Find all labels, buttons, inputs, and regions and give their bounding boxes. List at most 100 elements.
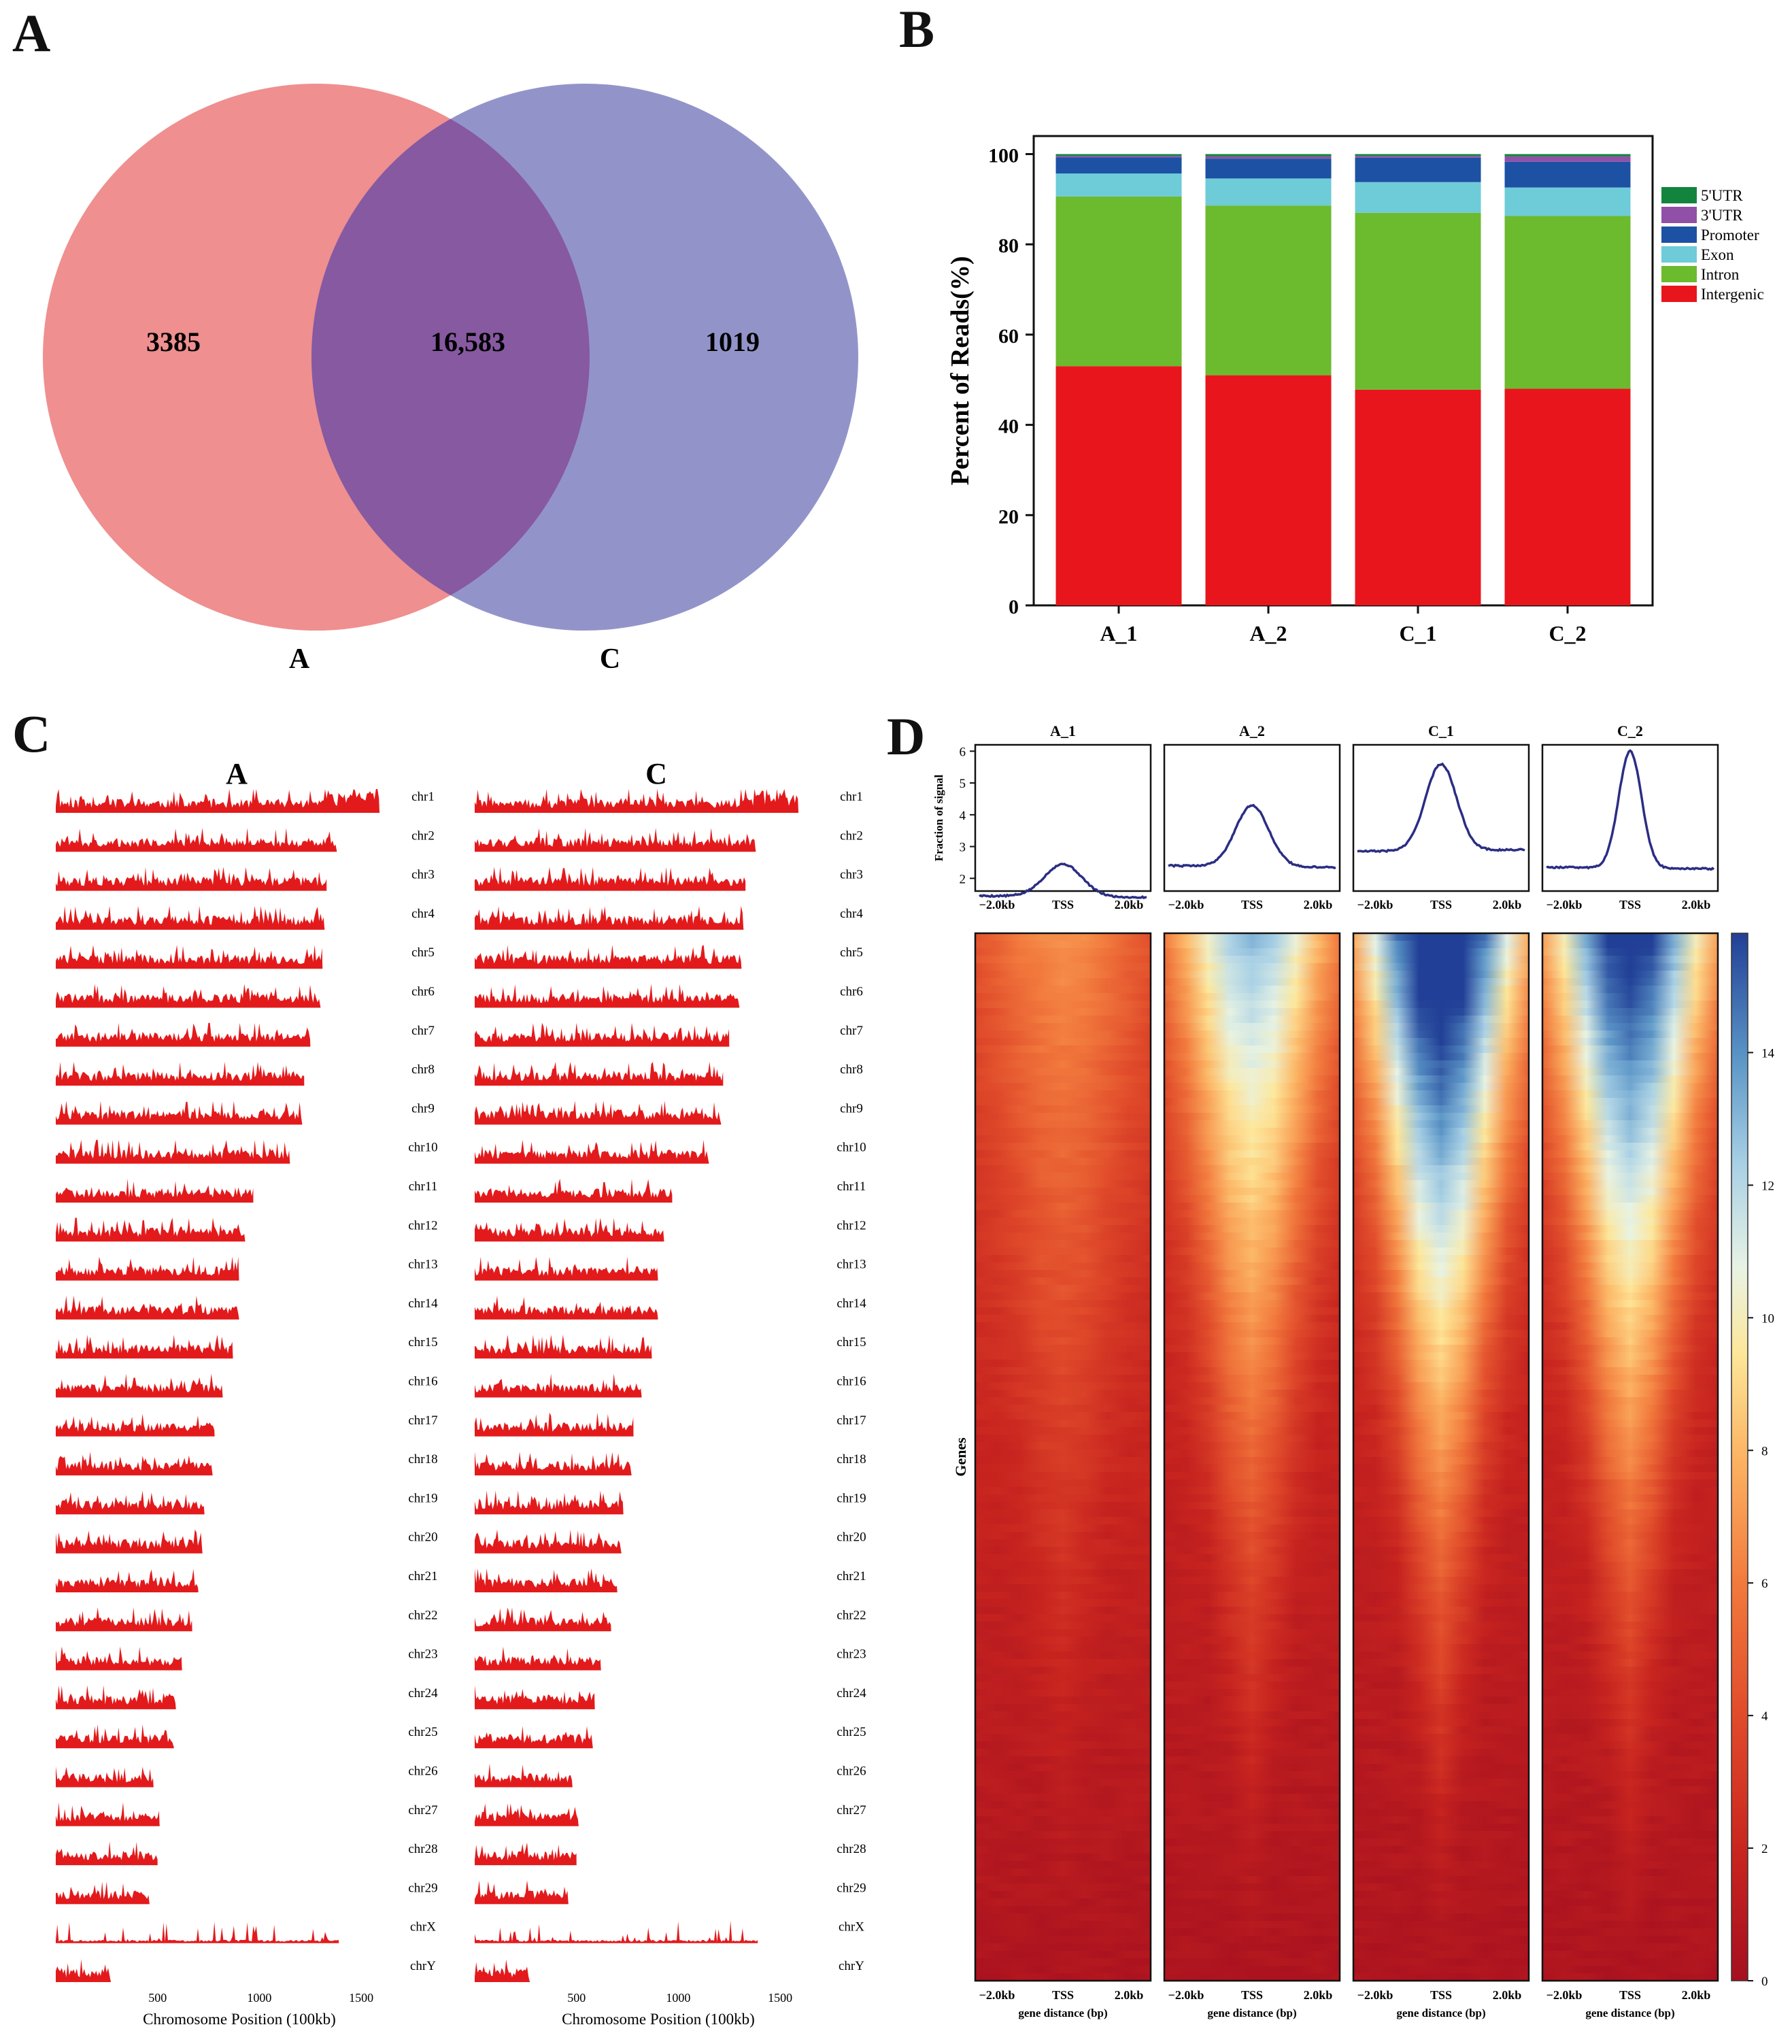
density-track-chr2-a [56, 828, 337, 852]
chromosome-label: chr28 [408, 1842, 437, 1856]
density-track-chr16-a [56, 1373, 223, 1397]
density-track-chrX-a [56, 1922, 339, 1943]
density-track-chr27-c [475, 1803, 579, 1826]
bar-segment-intron [1205, 205, 1332, 375]
y-tick-label: 60 [998, 325, 1019, 348]
density-track-chr26-a [56, 1766, 154, 1787]
venn-overlap [311, 84, 590, 631]
bar-plot-frame [1032, 135, 1654, 607]
venn-diagram: 3385 16,583 1019 A C [43, 84, 858, 675]
density-track-chr20-a [56, 1529, 203, 1553]
density-track-chrX-c [475, 1921, 758, 1943]
x-tick-label: 1000 [247, 1991, 271, 2005]
y-tick-label: 40 [998, 416, 1019, 438]
density-track-chr8-a [56, 1062, 305, 1086]
x-tick-label: 1500 [768, 1991, 792, 2005]
density-track-chr21-c [475, 1569, 618, 1592]
density-track-chr3-a [56, 867, 327, 890]
venn-overlap-value: 16,583 [430, 326, 505, 357]
chromosome-label: chr19 [408, 1491, 437, 1505]
density-track-chr6-c [475, 984, 740, 1007]
chromosome-label: chr22 [408, 1608, 437, 1622]
density-track-chr5-c [475, 945, 742, 969]
legend-swatch [1661, 266, 1697, 282]
chromosome-label: chr9 [840, 1101, 863, 1116]
bar-segment-5utr [1504, 154, 1631, 156]
x-tick-label: 500 [148, 1991, 167, 2005]
density-x-axis-label: Chromosome Position (100kb) [143, 2011, 336, 2028]
venn-label-a: A [289, 643, 310, 675]
y-tick-label: 80 [998, 235, 1019, 257]
chromosome-label: chrY [410, 1959, 436, 1973]
legend-swatch [1661, 187, 1697, 203]
legend-label: Promoter [1701, 227, 1759, 244]
density-track-chr18-a [56, 1452, 213, 1475]
density-track-chr20-c [475, 1529, 622, 1553]
chromosome-label: chr22 [836, 1608, 866, 1622]
density-track-chr1-c [475, 789, 798, 812]
density-track-chr17-c [475, 1412, 634, 1436]
chromosome-label: chr25 [836, 1725, 866, 1739]
density-track-chr29-a [56, 1881, 150, 1904]
chromosome-label: chr10 [836, 1141, 866, 1155]
chromosome-label: chr4 [840, 907, 863, 921]
density-track-chr7-c [475, 1022, 730, 1046]
chromosome-label: chr29 [408, 1881, 437, 1895]
chromosome-label: chr21 [836, 1569, 866, 1584]
legend-swatch [1661, 286, 1697, 302]
chromosome-label: chr14 [408, 1296, 438, 1311]
density-track-chr19-c [475, 1490, 624, 1514]
density-track-chr5-a [56, 945, 323, 969]
density-column-title-c: C [645, 757, 667, 790]
density-track-chr14-c [475, 1295, 658, 1319]
chromosome-label: chr10 [408, 1141, 437, 1155]
chromosome-label: chr3 [411, 868, 435, 882]
chromosome-label: chr8 [411, 1062, 435, 1077]
chromosome-label: chr2 [840, 828, 863, 843]
chromosome-label: chrX [410, 1920, 436, 1934]
density-track-chr14-a [56, 1295, 239, 1319]
chromosome-label: chr11 [409, 1179, 438, 1194]
density-track-chr22-a [56, 1607, 192, 1631]
density-track-chr4-c [475, 905, 744, 929]
density-column-title-a: A [226, 757, 248, 790]
x-tick-label: A_1 [1100, 621, 1137, 646]
density-track-chrY-c [475, 1959, 530, 1981]
chromosome-label: chr20 [408, 1530, 437, 1545]
density-track-chr13-a [56, 1256, 239, 1280]
density-track-chr24-a [56, 1685, 176, 1709]
density-track-chr9-c [475, 1101, 722, 1124]
legend-swatch [1661, 246, 1697, 263]
chromosome-label: chr18 [836, 1452, 866, 1467]
chromosome-label: chrX [839, 1920, 864, 1934]
density-x-axis-label: Chromosome Position (100kb) [562, 2011, 755, 2028]
x-tick-label: 1000 [666, 1991, 690, 2005]
chromosome-label: chr16 [836, 1375, 866, 1389]
legend-swatch [1661, 207, 1697, 223]
density-track-chr19-a [56, 1490, 205, 1514]
chromosome-label: chr1 [840, 790, 863, 804]
chromosome-label: chr29 [836, 1881, 866, 1895]
density-track-chr2-c [475, 828, 756, 852]
chromosome-label: chr26 [836, 1764, 866, 1779]
density-track-chr25-a [56, 1724, 174, 1748]
chromosome-label: chr21 [408, 1569, 437, 1584]
bar-segment-intergenic [1355, 389, 1481, 605]
y-tick-label: 100 [988, 145, 1019, 167]
density-track-chr10-c [475, 1139, 709, 1163]
x-tick-label: A_2 [1249, 621, 1287, 646]
density-track-chr21-a [56, 1569, 199, 1592]
chromosome-label: chr2 [411, 828, 435, 843]
density-track-chr27-a [56, 1802, 160, 1826]
venn-a-only-value: 3385 [146, 326, 201, 357]
bar-segment-intergenic [1055, 366, 1182, 605]
bar-segment-intergenic [1504, 388, 1631, 605]
density-track-chr15-c [475, 1335, 652, 1358]
density-track-chr22-c [475, 1607, 611, 1631]
bar-segment-exon [1205, 178, 1332, 206]
chromosome-label: chr15 [408, 1335, 437, 1350]
chromosome-label: chr23 [836, 1647, 866, 1662]
bar-segment-promoter [1504, 161, 1631, 188]
